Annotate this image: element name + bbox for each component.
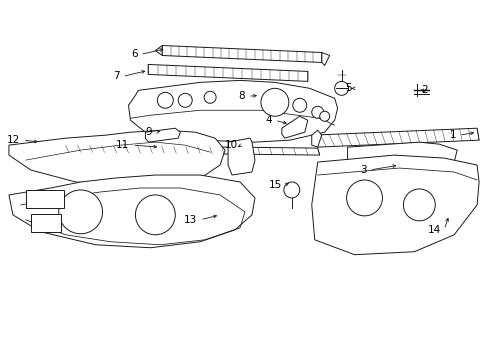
Polygon shape <box>311 155 478 255</box>
Polygon shape <box>128 80 337 142</box>
Text: 13: 13 <box>183 215 197 225</box>
Circle shape <box>135 195 175 235</box>
Text: 6: 6 <box>130 49 137 59</box>
Text: 15: 15 <box>268 180 281 190</box>
Text: 4: 4 <box>264 115 271 125</box>
Circle shape <box>292 98 306 112</box>
Text: 5: 5 <box>344 84 351 93</box>
Polygon shape <box>311 128 478 147</box>
Text: 2: 2 <box>421 85 427 95</box>
Bar <box>26 190 63 208</box>
Polygon shape <box>162 45 321 62</box>
Polygon shape <box>65 145 319 155</box>
Circle shape <box>403 189 434 221</box>
Circle shape <box>311 106 323 118</box>
Circle shape <box>334 81 348 95</box>
Text: 7: 7 <box>113 71 119 81</box>
Polygon shape <box>9 130 224 185</box>
Text: 14: 14 <box>427 225 440 235</box>
Bar <box>31 214 61 232</box>
Text: 3: 3 <box>359 165 366 175</box>
Text: 10: 10 <box>224 140 238 150</box>
Text: 1: 1 <box>448 130 455 140</box>
Polygon shape <box>227 138 254 175</box>
Text: 11: 11 <box>116 140 129 150</box>
Text: 9: 9 <box>145 127 152 137</box>
Polygon shape <box>281 116 307 138</box>
Polygon shape <box>347 142 456 175</box>
Text: 12: 12 <box>7 135 20 145</box>
Polygon shape <box>311 130 321 147</box>
Text: 8: 8 <box>238 91 244 101</box>
Polygon shape <box>148 64 307 81</box>
Circle shape <box>283 182 299 198</box>
Circle shape <box>319 111 329 121</box>
Polygon shape <box>145 128 180 142</box>
Circle shape <box>346 180 382 216</box>
Polygon shape <box>9 175 254 248</box>
Circle shape <box>203 91 216 103</box>
Circle shape <box>261 88 288 116</box>
Circle shape <box>178 93 192 107</box>
Circle shape <box>157 92 173 108</box>
Circle shape <box>59 190 102 234</box>
